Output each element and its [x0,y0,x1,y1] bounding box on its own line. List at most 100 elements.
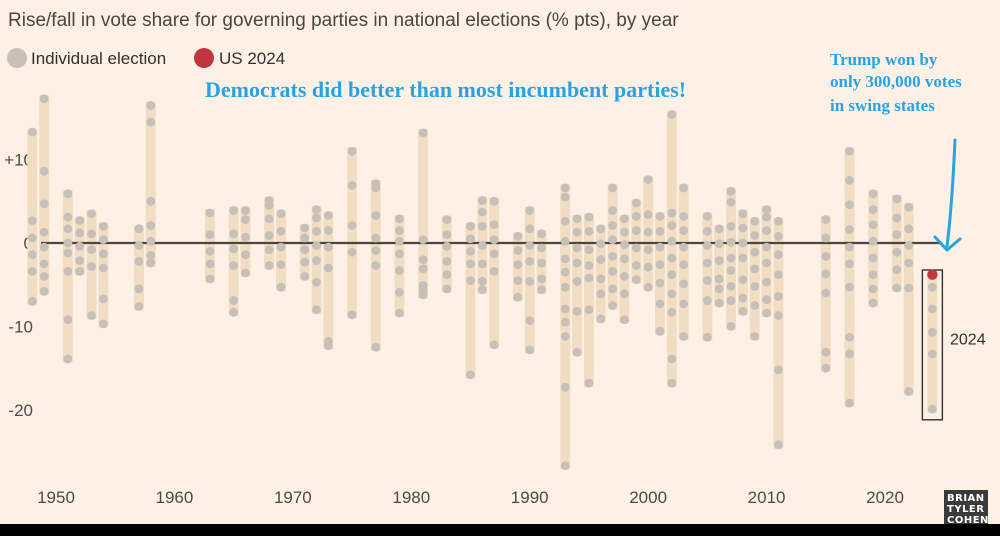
election-dot [241,268,250,278]
election-dot [27,296,37,306]
election-dot [774,440,783,450]
election-dot [87,229,96,239]
election-dot [264,261,274,270]
election-dot [418,264,428,274]
election-dot [738,293,748,303]
election-dot [39,166,49,176]
election-dot [63,189,73,199]
election-dot [241,250,250,260]
y-tick-label: -20 [8,401,33,420]
election-dot [904,283,914,293]
election-dot [774,365,783,375]
election-dot [667,289,677,299]
election-dot [442,270,452,280]
x-axis: 1950 1960 1970 1980 1990 2000 2010 2020 [37,488,904,507]
range-bar [666,110,677,388]
election-dot [525,241,535,250]
range-bar [714,224,725,308]
election-dot [868,220,878,230]
election-dot [714,274,724,284]
election-dot [572,347,582,357]
election-dot [596,255,606,265]
election-dot [347,247,357,257]
election-dot [205,230,215,240]
election-dot [596,239,606,249]
arrow-icon [933,138,962,252]
x-tick-label: 2010 [748,488,786,507]
election-dot [845,282,854,292]
election-dot [489,196,499,206]
election-dot [371,211,381,220]
election-dot [560,236,570,246]
election-dot [205,274,215,284]
election-dot [762,205,771,215]
election-dot [572,214,582,224]
election-dot [631,211,641,221]
election-dot [679,211,689,221]
election-dot [774,270,783,280]
election-dot [134,256,144,266]
election-dot [560,216,570,226]
election-dot [702,211,712,221]
election-dot [39,94,49,104]
election-dot [323,263,333,273]
election-dot [868,189,878,199]
election-dot [845,176,854,185]
election-dot [442,256,452,266]
election-dot [927,282,937,292]
election-dot [845,398,854,408]
election-dot [655,327,665,336]
election-dot [584,226,594,236]
range-bar [204,208,215,283]
election-dot [312,277,321,287]
election-dot [643,245,653,255]
range-bar [737,209,748,316]
election-dot [679,332,689,341]
us-2024-dot [927,269,938,280]
election-dot [39,227,49,237]
election-dot [868,236,878,246]
election-dot [205,246,215,256]
election-dot [726,296,736,305]
range-bar [903,203,914,396]
election-dot [667,270,677,280]
election-dot [572,306,582,316]
election-dot [146,221,156,230]
election-dot [572,227,582,237]
election-dot [477,259,487,269]
election-dot [868,270,878,280]
election-dot [264,231,274,240]
election-dot [98,319,108,329]
election-dot [489,220,499,230]
election-dot [679,242,689,252]
bottom-border [0,524,1000,536]
election-dot [134,224,144,234]
election-dot [927,327,937,337]
election-dot [667,110,677,119]
election-dot [466,234,475,244]
range-bar [607,183,618,310]
election-dot [276,260,286,270]
election-dot [714,284,724,294]
election-dot [371,246,381,255]
election-dot [655,278,665,288]
election-dot [868,205,878,215]
election-dot [525,316,535,325]
election-dot [596,314,606,324]
election-dot [750,216,760,226]
election-dot [98,249,108,259]
election-dot [87,261,96,271]
election-dot [229,261,239,270]
election-dot [655,226,665,236]
election-dot [726,266,736,275]
x-tick-label: 1950 [37,488,75,507]
election-dot [631,275,641,285]
election-dot [774,250,783,260]
election-dot [323,341,333,350]
election-dot [726,322,736,331]
election-dot [442,284,452,294]
range-bar [441,215,452,293]
election-dot [489,235,499,245]
election-dot [264,214,274,224]
election-dot [146,251,156,260]
